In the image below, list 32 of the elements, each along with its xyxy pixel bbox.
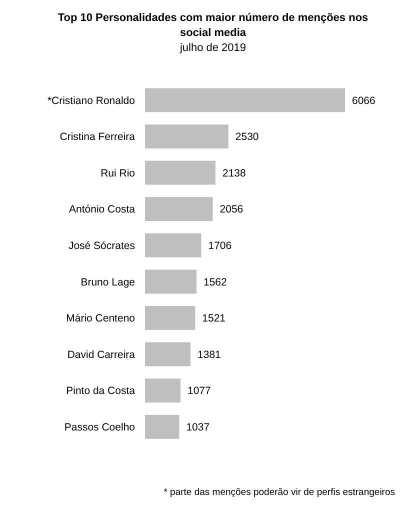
text: * parte das menções poderão vir de perfis estrangeiros — [164, 487, 396, 498]
data-label: 1077 — [188, 385, 212, 398]
data-label: 1706 — [208, 240, 232, 252]
y-tick-label: Pinto da Costa — [66, 385, 136, 398]
bar — [145, 197, 213, 222]
bar — [145, 378, 181, 403]
bar — [145, 270, 196, 294]
bar — [145, 414, 180, 439]
y-tick-label: Bruno Lage — [80, 276, 136, 288]
data-label: 2530 — [235, 131, 259, 144]
data-label: 6066 — [352, 94, 376, 107]
bar — [145, 124, 228, 148]
data-label: 1037 — [186, 422, 210, 434]
y-tick-label: José Sócrates — [68, 240, 135, 252]
data-label: 1562 — [204, 276, 228, 288]
y-tick-label: *Cristiano Ronaldo — [47, 94, 136, 107]
bar — [145, 160, 216, 185]
data-label: 1381 — [198, 348, 222, 361]
y-tick-label: Rui Rio — [100, 167, 136, 180]
y-tick-label: Cristina Ferreira — [60, 131, 136, 144]
bar — [145, 233, 202, 258]
y-tick-label: António Costa — [69, 204, 136, 216]
data-label: 1521 — [202, 312, 226, 325]
bar — [145, 306, 196, 330]
chart-subtitle: julho de 2019 — [178, 42, 246, 54]
y-tick-label: Mário Centeno — [66, 312, 136, 325]
data-label: 2138 — [222, 167, 246, 180]
data-label: 2056 — [220, 204, 244, 216]
y-tick-label: David Carreira — [67, 348, 136, 361]
bar — [145, 342, 191, 366]
y-tick-label: Passos Coelho — [64, 422, 136, 434]
bar — [145, 88, 345, 112]
